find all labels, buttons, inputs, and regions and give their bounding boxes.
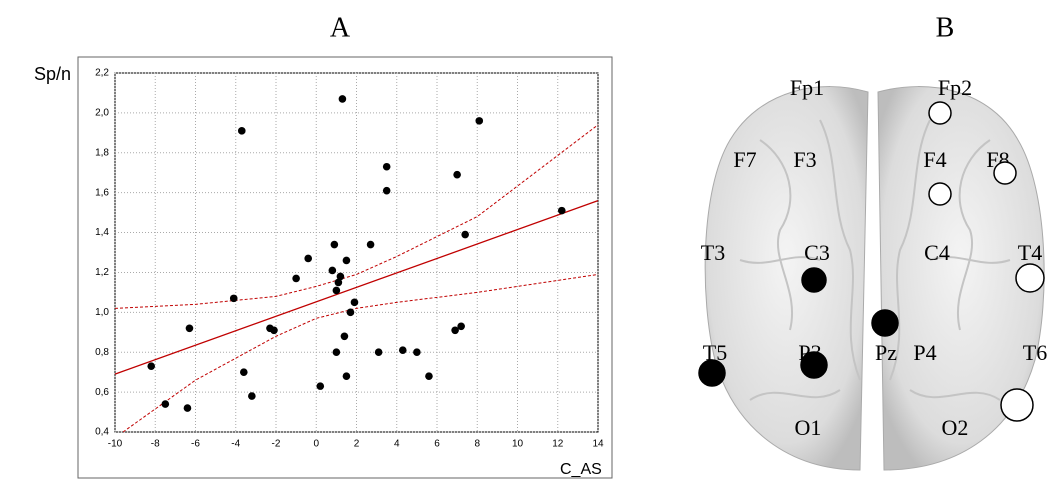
electrode-label: F7 — [733, 147, 756, 172]
point — [147, 362, 156, 370]
point — [183, 404, 192, 412]
y-tick-label: 1,8 — [95, 147, 109, 158]
electrode-label: Fp1 — [790, 75, 824, 100]
y-tick-label: 2,0 — [95, 108, 109, 119]
electrode-label: Pz — [875, 340, 897, 365]
point — [292, 274, 300, 283]
x-axis-label: C_AS — [560, 461, 602, 478]
x-tick-label: -8 — [151, 439, 160, 450]
point — [342, 372, 351, 380]
point — [229, 294, 238, 303]
point — [340, 332, 349, 341]
electrode-marker — [801, 267, 827, 293]
point — [366, 240, 375, 249]
point — [557, 206, 566, 215]
point — [398, 346, 407, 355]
electrode-label: T3 — [701, 240, 725, 265]
x-tick-label: 8 — [474, 439, 480, 450]
x-tick-label: 4 — [394, 439, 400, 450]
electrode-label: Fp2 — [938, 75, 972, 100]
panel-label: B — [936, 12, 955, 43]
point — [342, 256, 351, 265]
point — [336, 272, 345, 281]
electrode-marker — [993, 161, 1017, 185]
y-tick-label: 1,4 — [95, 227, 109, 238]
sulci — [739, 119, 1011, 401]
point — [248, 392, 256, 400]
x-tick-label: -2 — [272, 439, 281, 450]
x-tick-label: 6 — [434, 439, 440, 450]
point — [316, 382, 325, 390]
plot-area — [114, 72, 599, 433]
electrode-marker — [698, 359, 726, 387]
brain-diagram: Fp1Fp2F7F3F4F8T3C3C4T4T5P3PzP4T6O1O2 — [698, 75, 1047, 471]
electrode-label: O1 — [795, 415, 822, 440]
point — [453, 170, 461, 179]
electrode-marker — [928, 182, 952, 206]
point — [237, 127, 246, 135]
electrode-label: P4 — [913, 340, 936, 365]
point — [374, 348, 383, 357]
point — [332, 286, 341, 295]
point — [475, 117, 484, 125]
electrode-marker — [871, 309, 899, 337]
y-tick-label: 0,6 — [95, 387, 109, 398]
x-tick-label: 12 — [552, 439, 564, 450]
regression-line — [114, 200, 599, 375]
x-tick-label: -6 — [191, 439, 200, 450]
electrode-label: F3 — [793, 147, 816, 172]
panel-label: A — [330, 12, 351, 43]
point — [457, 322, 465, 331]
y-axis-label: Sp/n — [34, 64, 71, 84]
point — [461, 230, 469, 239]
x-tick-label: 10 — [512, 439, 524, 450]
point — [350, 298, 359, 307]
point — [425, 372, 433, 380]
point — [332, 348, 341, 357]
point — [451, 326, 459, 335]
y-tick-label: 0,8 — [95, 347, 109, 358]
point — [334, 278, 343, 287]
y-tick-label: 1,0 — [95, 307, 109, 318]
electrode-label: C3 — [804, 240, 830, 265]
point — [413, 348, 421, 357]
electrode-marker — [800, 351, 828, 379]
confidence-band — [122, 273, 599, 433]
x-tick-label: 14 — [592, 439, 604, 450]
electrode-label: F4 — [923, 147, 946, 172]
y-tick-label: 2,2 — [95, 68, 109, 79]
electrode-marker — [1015, 263, 1045, 293]
point — [185, 324, 194, 333]
point — [382, 186, 391, 195]
point — [240, 368, 248, 376]
point — [346, 308, 355, 317]
point — [328, 266, 337, 275]
point — [270, 326, 278, 335]
y-tick-label: 1,2 — [95, 267, 109, 278]
point — [338, 95, 347, 103]
electrode-marker — [928, 101, 952, 125]
y-tick-label: 0,4 — [95, 427, 109, 438]
electrode-label: C4 — [924, 240, 950, 265]
point — [161, 400, 170, 408]
electrode-label: O2 — [942, 415, 969, 440]
electrode-marker — [1000, 388, 1034, 422]
point — [304, 254, 313, 263]
x-tick-label: -10 — [108, 439, 123, 450]
electrode-label: T4 — [1018, 240, 1042, 265]
x-tick-label: 0 — [313, 439, 319, 450]
x-tick-label: -4 — [231, 439, 240, 450]
electrode-label: T6 — [1023, 340, 1047, 365]
x-tick-label: 2 — [354, 439, 360, 450]
point — [330, 240, 339, 249]
point — [382, 162, 391, 171]
y-tick-label: 1,6 — [95, 187, 109, 198]
